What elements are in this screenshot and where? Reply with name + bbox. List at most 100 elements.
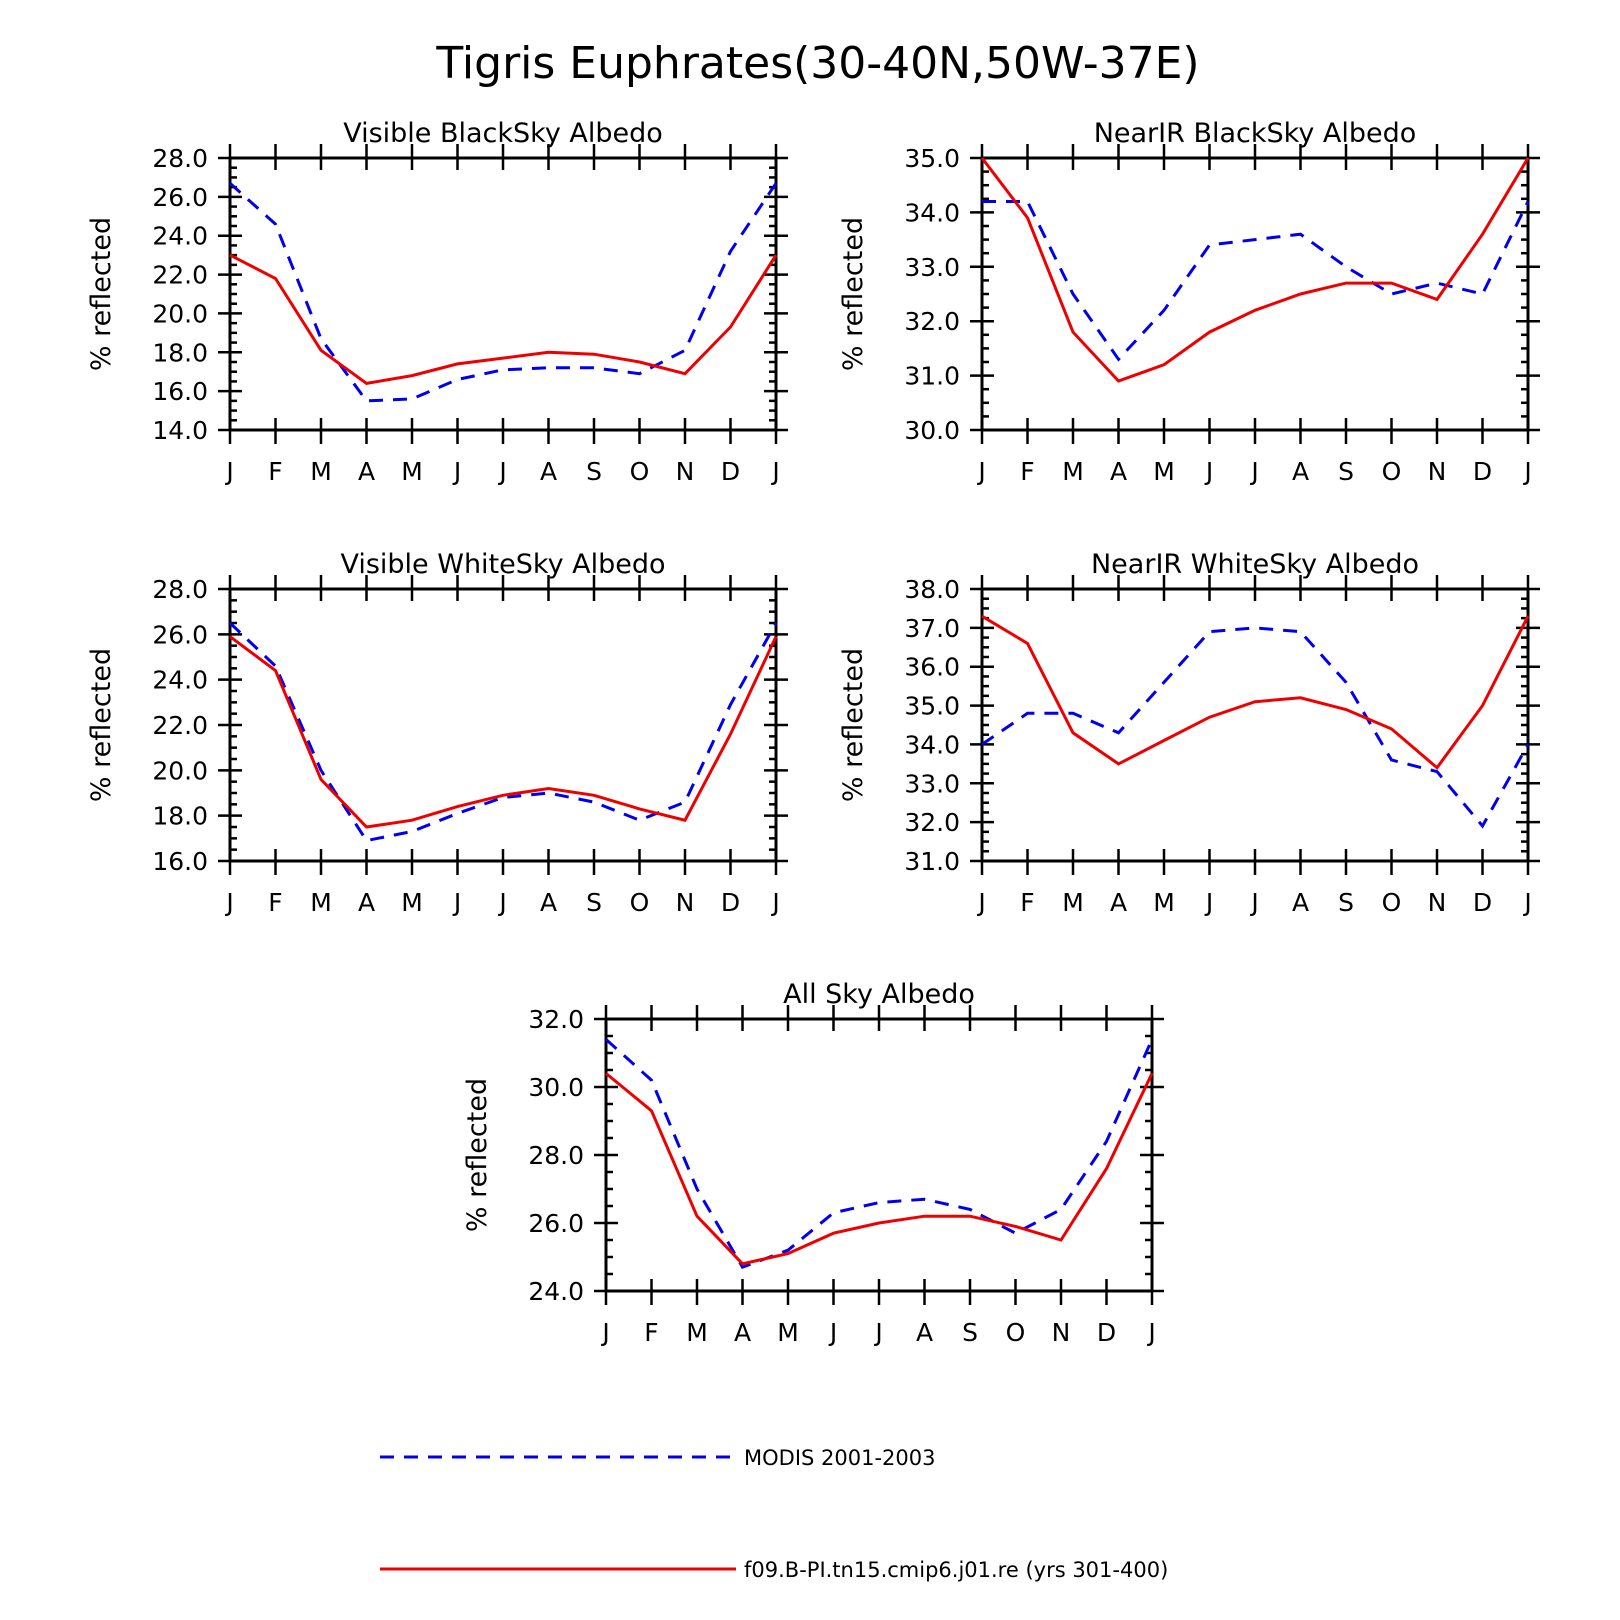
y-tick-label: 24.0 bbox=[152, 222, 208, 251]
panel-title: NearIR WhiteSky Albedo bbox=[1091, 549, 1419, 580]
y-tick-label: 24.0 bbox=[528, 1277, 584, 1306]
y-axis-label: % reflected bbox=[86, 217, 117, 371]
x-tick-label: J bbox=[828, 1318, 837, 1347]
x-tick-label: N bbox=[1052, 1318, 1071, 1347]
x-tick-label: A bbox=[1110, 457, 1127, 486]
y-tick-label: 20.0 bbox=[152, 299, 208, 328]
x-tick-label: S bbox=[586, 457, 602, 486]
x-tick-label: D bbox=[721, 888, 740, 917]
y-tick-label: 33.0 bbox=[904, 253, 960, 282]
x-tick-label: J bbox=[1204, 457, 1213, 486]
x-tick-label: J bbox=[452, 888, 461, 917]
x-tick-label: N bbox=[1428, 457, 1447, 486]
x-tick-label: F bbox=[1020, 457, 1034, 486]
y-tick-label: 30.0 bbox=[528, 1073, 584, 1102]
y-tick-label: 26.0 bbox=[152, 183, 208, 212]
x-tick-label: A bbox=[540, 457, 557, 486]
series-modis-line bbox=[604, 1038, 1154, 1270]
y-tick-label: 37.0 bbox=[904, 614, 960, 643]
x-tick-label: A bbox=[540, 888, 557, 917]
x-tick-label: O bbox=[1382, 888, 1402, 917]
y-tick-label: 31.0 bbox=[904, 362, 960, 391]
y-tick-label: 26.0 bbox=[528, 1209, 584, 1238]
x-tick-label: M bbox=[777, 1318, 799, 1347]
x-tick-label: O bbox=[1382, 457, 1402, 486]
x-tick-label: M bbox=[401, 888, 423, 917]
y-tick-label: 14.0 bbox=[152, 416, 208, 445]
y-axis-label: % reflected bbox=[462, 1078, 493, 1232]
y-tick-label: 22.0 bbox=[152, 261, 208, 290]
x-tick-label: N bbox=[676, 888, 695, 917]
y-tick-label: 18.0 bbox=[152, 338, 208, 367]
panel-title: NearIR BlackSky Albedo bbox=[1094, 118, 1417, 149]
y-tick-label: 22.0 bbox=[152, 711, 208, 740]
x-tick-label: A bbox=[358, 888, 375, 917]
x-tick-label: O bbox=[630, 888, 650, 917]
y-tick-label: 28.0 bbox=[528, 1141, 584, 1170]
y-tick-label: 36.0 bbox=[904, 653, 960, 682]
y-axis-label: % reflected bbox=[838, 217, 869, 371]
series-modis-line bbox=[228, 621, 778, 843]
y-tick-label: 32.0 bbox=[904, 808, 960, 837]
x-tick-label: J bbox=[497, 888, 506, 917]
x-tick-label: S bbox=[586, 888, 602, 917]
x-tick-label: J bbox=[873, 1318, 882, 1347]
y-tick-label: 34.0 bbox=[904, 198, 960, 227]
series-modis-line bbox=[982, 200, 1530, 362]
x-tick-label: M bbox=[1153, 888, 1175, 917]
x-tick-label: S bbox=[1338, 888, 1354, 917]
y-tick-label: 16.0 bbox=[152, 377, 208, 406]
x-tick-label: A bbox=[1292, 888, 1309, 917]
x-tick-label: J bbox=[1522, 888, 1531, 917]
series-modis-line bbox=[981, 626, 1530, 829]
x-tick-label: A bbox=[1110, 888, 1127, 917]
panel-title: Visible WhiteSky Albedo bbox=[340, 549, 665, 580]
y-tick-label: 32.0 bbox=[528, 1005, 584, 1034]
x-tick-label: D bbox=[721, 457, 740, 486]
y-tick-label: 16.0 bbox=[152, 847, 208, 876]
x-tick-label: F bbox=[644, 1318, 658, 1347]
y-tick-label: 30.0 bbox=[904, 416, 960, 445]
series-model-line bbox=[229, 635, 778, 829]
y-tick-label: 18.0 bbox=[152, 802, 208, 831]
series-model-line bbox=[981, 614, 1530, 770]
series-model-line bbox=[229, 253, 778, 385]
x-tick-label: M bbox=[1062, 457, 1084, 486]
x-tick-label: M bbox=[310, 457, 332, 486]
x-tick-label: A bbox=[916, 1318, 933, 1347]
x-tick-label: M bbox=[1062, 888, 1084, 917]
series-model-line bbox=[980, 157, 1530, 383]
plot-frame bbox=[980, 156, 1530, 432]
plot-frame bbox=[604, 1017, 1154, 1293]
y-tick-label: 31.0 bbox=[904, 847, 960, 876]
x-tick-label: A bbox=[734, 1318, 751, 1347]
x-tick-label: J bbox=[1249, 888, 1258, 917]
y-axis-label: % reflected bbox=[86, 648, 117, 802]
panel-title: Visible BlackSky Albedo bbox=[343, 118, 663, 149]
y-tick-label: 28.0 bbox=[152, 144, 208, 173]
x-tick-label: J bbox=[976, 457, 985, 486]
x-tick-label: F bbox=[268, 888, 282, 917]
plot-frame bbox=[228, 587, 778, 863]
y-tick-label: 35.0 bbox=[904, 692, 960, 721]
x-tick-label: J bbox=[452, 457, 461, 486]
x-tick-label: F bbox=[268, 457, 282, 486]
x-tick-label: J bbox=[224, 457, 233, 486]
x-tick-label: O bbox=[630, 457, 650, 486]
x-tick-label: N bbox=[1428, 888, 1447, 917]
y-axis-label: % reflected bbox=[838, 648, 869, 802]
legend-model-label: f09.B-PI.tn15.cmip6.j01.re (yrs 301-400) bbox=[744, 1558, 1168, 1582]
x-tick-label: F bbox=[1020, 888, 1034, 917]
x-tick-label: J bbox=[770, 457, 779, 486]
y-tick-label: 24.0 bbox=[152, 666, 208, 695]
y-tick-label: 34.0 bbox=[904, 730, 960, 759]
x-tick-label: O bbox=[1006, 1318, 1026, 1347]
x-tick-label: D bbox=[1473, 457, 1492, 486]
x-tick-label: D bbox=[1097, 1318, 1116, 1347]
plot-frame bbox=[228, 156, 778, 432]
